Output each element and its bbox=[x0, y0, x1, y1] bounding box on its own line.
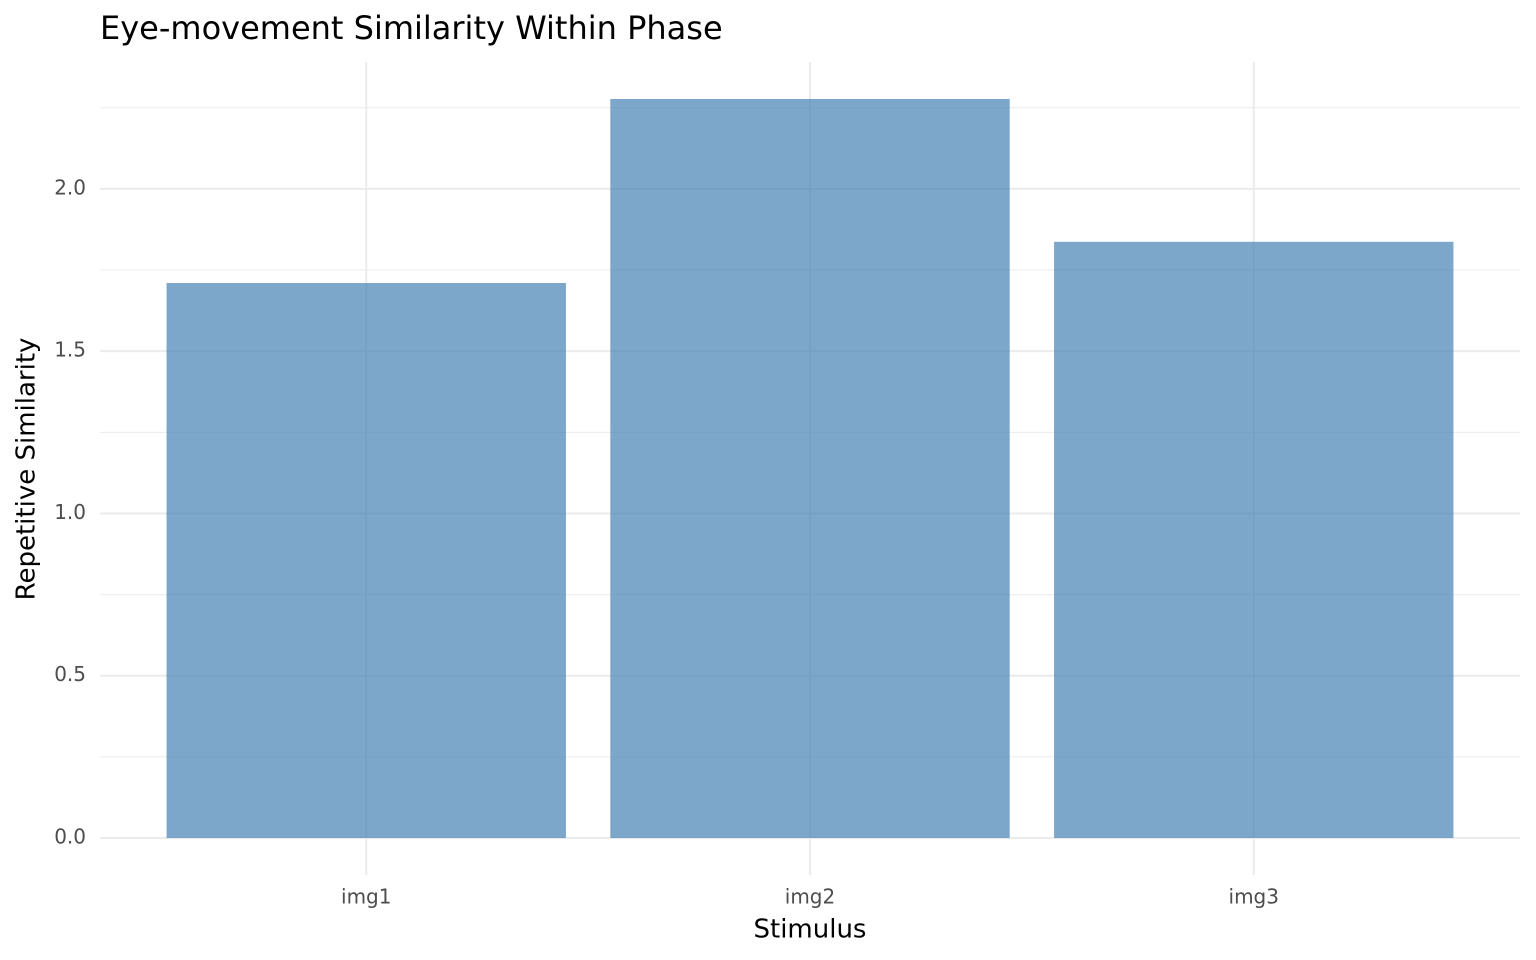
x-tick-label: img3 bbox=[1229, 885, 1279, 909]
x-tick-label: img2 bbox=[785, 885, 835, 909]
x-tick-label: img1 bbox=[341, 885, 391, 909]
y-tick-label: 0.5 bbox=[54, 662, 86, 686]
y-tick-label: 1.0 bbox=[54, 500, 86, 524]
x-axis-title: Stimulus bbox=[754, 915, 867, 945]
bar bbox=[166, 283, 566, 839]
chart-title: Eye-movement Similarity Within Phase bbox=[100, 9, 723, 47]
y-axis-title: Repetitive Similarity bbox=[12, 338, 42, 601]
y-tick-label: 1.5 bbox=[54, 338, 86, 362]
bar bbox=[1054, 241, 1454, 839]
y-tick-label: 2.0 bbox=[54, 175, 86, 199]
y-tick-label: 0.0 bbox=[54, 825, 86, 849]
bar bbox=[610, 98, 1010, 839]
